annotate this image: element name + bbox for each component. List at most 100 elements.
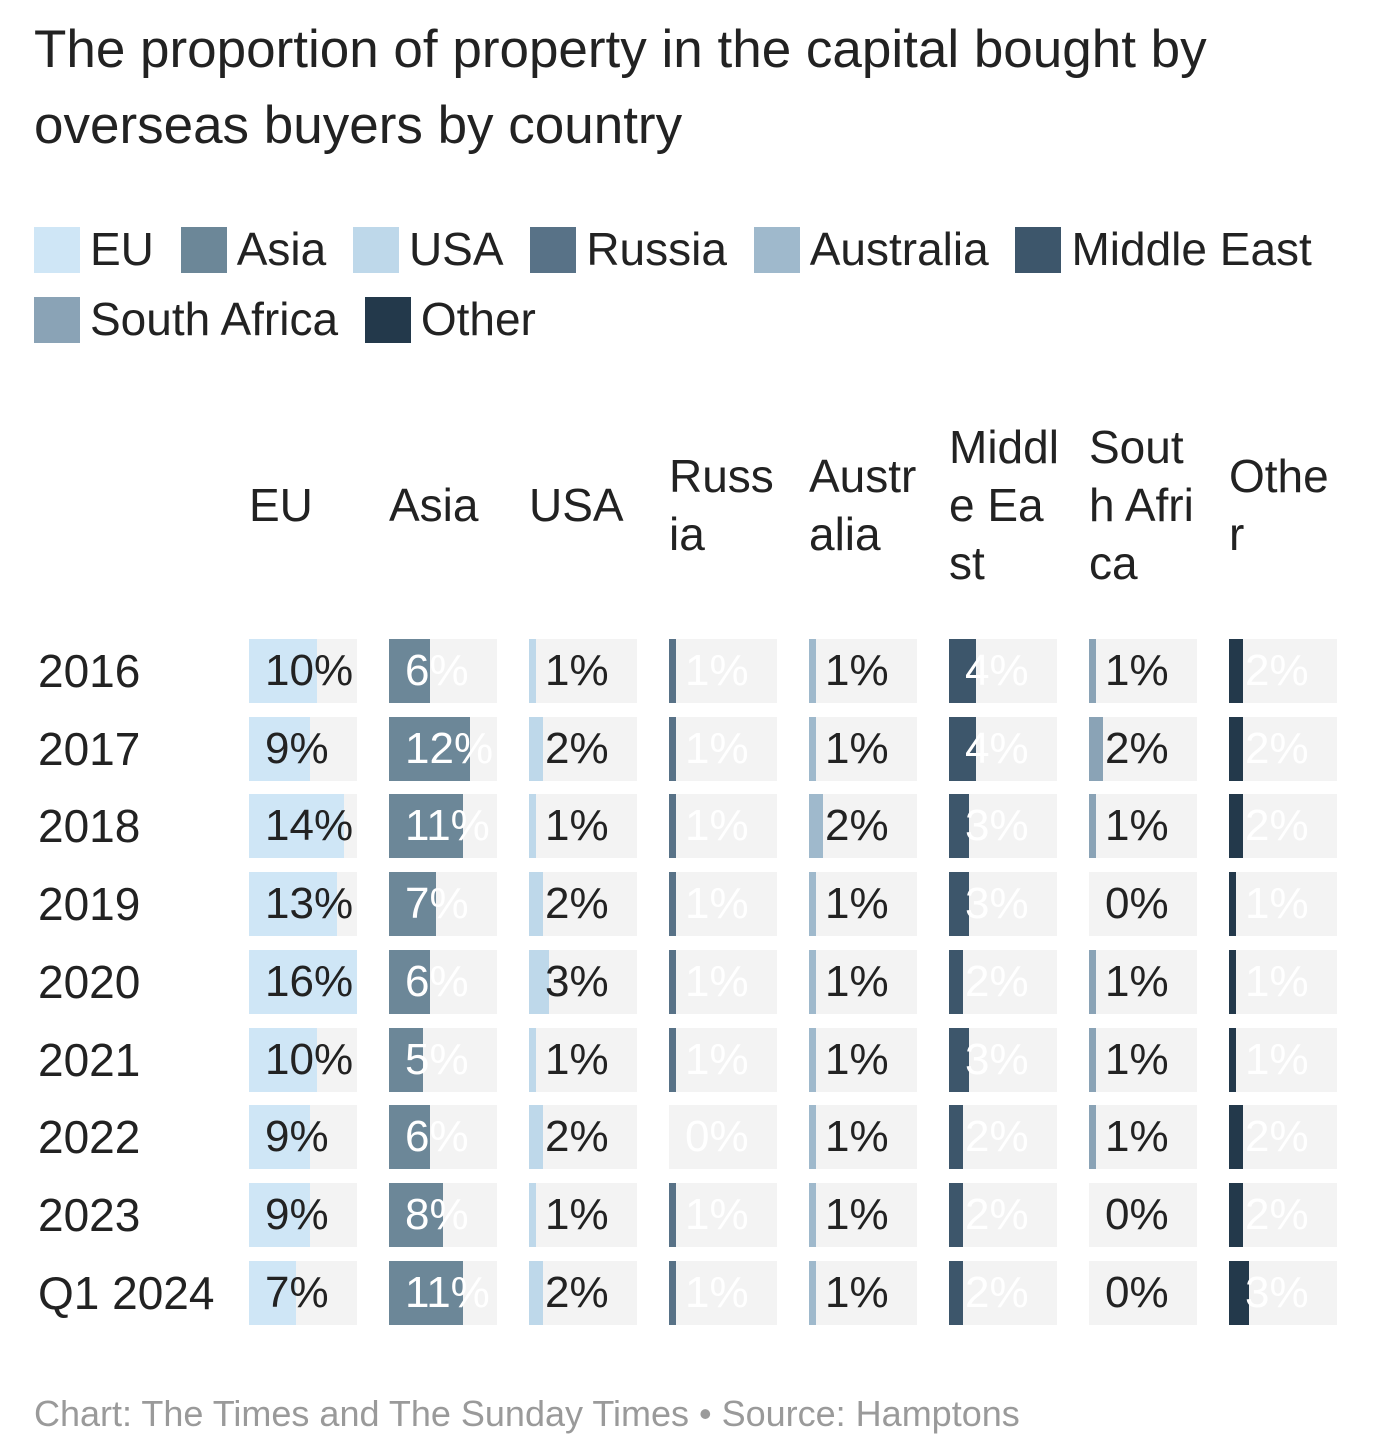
cell-2022-middle-east: 2%: [949, 1105, 1057, 1169]
cell-2019-south-africa: 0%: [1089, 872, 1197, 936]
row-label-2016: 2016: [38, 645, 141, 697]
column-header-label: USA: [529, 479, 624, 531]
value-label-2020-usa: 3%: [545, 957, 609, 1006]
legend-label-usa: USA: [408, 223, 504, 275]
cell-2020-eu: 16%: [249, 950, 357, 1014]
bar-2023-australia: [809, 1183, 816, 1247]
value-label-2023-russia: 1%: [685, 1190, 749, 1239]
cell-2020-south-africa: 1%: [1089, 950, 1197, 1014]
legend-label-other: Other: [420, 293, 536, 345]
cell-2021-usa: 1%: [529, 1028, 637, 1092]
cell-2021-other: 1%: [1229, 1028, 1337, 1092]
cell-2023-usa: 1%: [529, 1183, 637, 1247]
bar-2022-other: [1229, 1105, 1243, 1169]
legend-swatch-south-africa: [34, 297, 80, 343]
bar-2017-eu: [249, 717, 310, 781]
bar-2023-usa: [529, 1183, 536, 1247]
bar-2018-asia: [389, 794, 464, 858]
cell-2021-middle-east: 3%: [949, 1028, 1057, 1092]
cell-2019-asia: 7%: [389, 872, 497, 936]
value-label-2022-south-africa: 1%: [1105, 1112, 1169, 1161]
value-label-2018-other: 2%: [1245, 801, 1309, 850]
value-label-2017-australia: 1%: [825, 724, 889, 773]
value-label-2019-australia: 1%: [825, 879, 889, 928]
cell-2019-eu: 13%: [249, 872, 357, 936]
bar-2016-middle-east: [949, 639, 976, 703]
cell-2018-russia: 1%: [669, 794, 777, 858]
bar-2023-asia: [389, 1183, 443, 1247]
value-label-q1-2024-south-africa: 0%: [1105, 1268, 1169, 1317]
value-label-2016-other: 2%: [1245, 646, 1309, 695]
bar-2019-asia: [389, 872, 437, 936]
legend-item-middle-east: Middle East: [1015, 223, 1312, 275]
cell-2023-russia: 1%: [669, 1183, 777, 1247]
bar-2022-south-africa: [1089, 1105, 1096, 1169]
column-header-label: Asia: [389, 479, 479, 531]
cell-2023-eu: 9%: [249, 1183, 357, 1247]
cell-2022-other: 2%: [1229, 1105, 1337, 1169]
value-label-q1-2024-other: 3%: [1245, 1268, 1309, 1317]
value-label-2021-usa: 1%: [545, 1035, 609, 1084]
cell-2018-asia: 11%: [389, 794, 497, 858]
column-header-label: Other: [1229, 450, 1329, 560]
cell-2017-south-africa: 2%: [1089, 717, 1197, 781]
value-label-2018-eu: 14%: [265, 801, 354, 850]
value-label-2021-asia: 5%: [405, 1035, 469, 1084]
cell-2018-other: 2%: [1229, 794, 1337, 858]
bar-2021-middle-east: [949, 1028, 970, 1092]
legend-label-eu: EU: [90, 223, 154, 275]
value-label-2022-asia: 6%: [405, 1112, 469, 1161]
bar-q1-2024-russia: [669, 1261, 676, 1325]
bar-2020-other: [1229, 950, 1236, 1014]
bar-2019-other: [1229, 872, 1236, 936]
cell-2021-south-africa: 1%: [1089, 1028, 1197, 1092]
cell-2018-australia: 2%: [809, 794, 917, 858]
chart-source: Chart: The Times and The Sunday Times • …: [34, 1393, 1020, 1434]
cell-2022-australia: 1%: [809, 1105, 917, 1169]
bar-q1-2024-eu: [249, 1261, 297, 1325]
legend-swatch-other: [364, 297, 411, 343]
legend-item-asia: Asia: [180, 223, 326, 275]
cell-2016-asia: 6%: [389, 639, 497, 703]
cell-2020-usa: 3%: [529, 950, 637, 1014]
bar-2016-other: [1229, 639, 1243, 703]
cell-2018-south-africa: 1%: [1089, 794, 1197, 858]
column-header-label: EU: [249, 479, 313, 531]
cell-q1-2024-asia: 11%: [389, 1261, 497, 1325]
legend-item-south-africa: South Africa: [34, 293, 338, 345]
legend-label-south-africa: South Africa: [90, 293, 339, 345]
value-label-2023-usa: 1%: [545, 1190, 609, 1239]
value-label-2016-australia: 1%: [825, 646, 889, 695]
bar-2018-other: [1229, 794, 1243, 858]
bar-2020-russia: [669, 950, 676, 1014]
value-label-2023-australia: 1%: [825, 1190, 889, 1239]
row-label-2017: 2017: [38, 723, 141, 775]
bar-2023-other: [1229, 1183, 1243, 1247]
value-label-2021-middle-east: 3%: [965, 1035, 1029, 1084]
bar-2016-eu: [249, 639, 317, 703]
value-label-2017-usa: 2%: [545, 724, 609, 773]
bar-2017-other: [1229, 717, 1243, 781]
value-label-2016-middle-east: 4%: [965, 646, 1029, 695]
chart-title: The proportion of property in the capita…: [34, 20, 1207, 155]
bar-2021-usa: [529, 1028, 536, 1092]
value-label-2018-asia: 11%: [405, 801, 490, 850]
value-label-2019-asia: 7%: [405, 879, 469, 928]
cell-q1-2024-australia: 1%: [809, 1261, 917, 1325]
value-label-2022-middle-east: 2%: [965, 1112, 1029, 1161]
cell-2021-eu: 10%: [249, 1028, 357, 1092]
bar-2020-eu: [249, 950, 357, 1014]
value-label-2020-middle-east: 2%: [965, 957, 1029, 1006]
bar-2020-asia: [389, 950, 430, 1014]
bar-2021-eu: [249, 1028, 317, 1092]
legend-label-australia: Australia: [809, 223, 989, 275]
cell-2017-australia: 1%: [809, 717, 917, 781]
cell-q1-2024-russia: 1%: [669, 1261, 777, 1325]
legend-swatch-russia: [530, 227, 577, 273]
value-label-2020-eu: 16%: [265, 957, 354, 1006]
cell-2017-russia: 1%: [669, 717, 777, 781]
legend-swatch-asia: [180, 227, 227, 273]
value-label-2016-russia: 1%: [685, 646, 749, 695]
column-header-label: Middle East: [949, 421, 1059, 589]
cell-2016-south-africa: 1%: [1089, 639, 1197, 703]
